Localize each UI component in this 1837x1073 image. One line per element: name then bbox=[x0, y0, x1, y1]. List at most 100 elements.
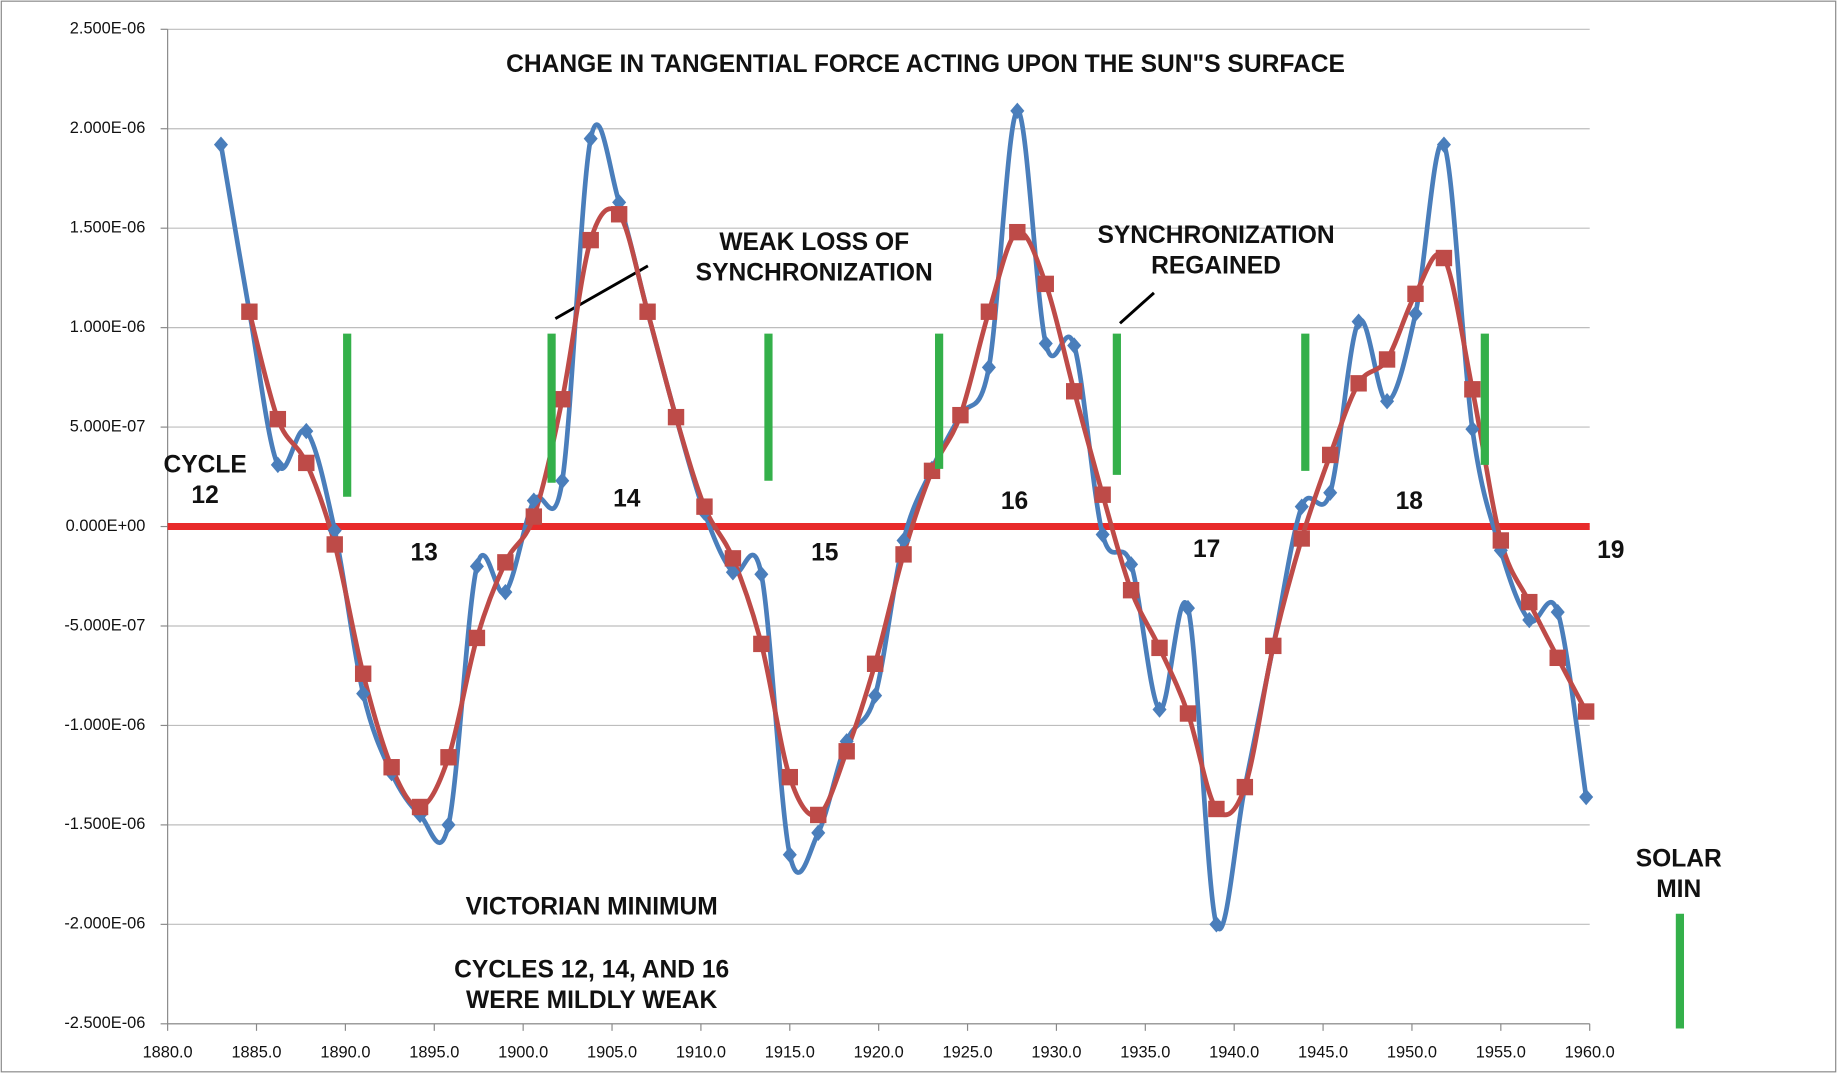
square-marker bbox=[838, 743, 855, 760]
diamond-marker bbox=[1209, 916, 1224, 933]
y-tick-label: -2.500E-06 bbox=[64, 1014, 145, 1032]
diamond-marker bbox=[469, 558, 484, 575]
annotation: 12 bbox=[191, 482, 218, 509]
annotation: 13 bbox=[410, 540, 437, 567]
diamond-marker bbox=[270, 456, 285, 474]
x-tick-label: 1960.0 bbox=[1565, 1043, 1615, 1061]
square-marker bbox=[1179, 705, 1197, 722]
y-tick-label: 1.500E-06 bbox=[70, 219, 146, 237]
diamond-marker bbox=[356, 685, 371, 702]
annotation: SOLAR bbox=[1636, 845, 1722, 872]
square-marker bbox=[241, 303, 258, 320]
square-marker bbox=[980, 303, 998, 320]
square-marker bbox=[554, 391, 571, 408]
square-marker bbox=[1464, 381, 1481, 398]
annotation: SYNCHRONIZATION bbox=[1097, 222, 1334, 249]
square-marker bbox=[696, 498, 713, 515]
square-marker bbox=[1435, 249, 1453, 267]
x-tick-label: 1900.0 bbox=[498, 1043, 548, 1061]
annotation-pointer bbox=[554, 264, 649, 320]
square-marker bbox=[326, 536, 343, 553]
x-tick-label: 1935.0 bbox=[1120, 1043, 1170, 1061]
diamond-marker bbox=[725, 564, 740, 581]
square-marker bbox=[1492, 532, 1510, 549]
square-marker bbox=[1009, 223, 1026, 241]
square-marker bbox=[639, 303, 656, 320]
x-tick-label: 1955.0 bbox=[1476, 1043, 1526, 1061]
square-marker bbox=[411, 798, 429, 816]
annotation: MIN bbox=[1656, 876, 1701, 903]
annotation: 17 bbox=[1193, 536, 1220, 563]
square-marker bbox=[1066, 383, 1083, 400]
diamond-marker bbox=[526, 492, 541, 509]
annotation: WEAK LOSS OF bbox=[719, 229, 909, 256]
diamond-marker bbox=[1465, 420, 1480, 438]
x-tick-label: 1930.0 bbox=[1031, 1043, 1081, 1061]
annotation-pointer bbox=[1119, 291, 1155, 325]
x-tick-label: 1895.0 bbox=[409, 1043, 459, 1061]
diamond-marker bbox=[1579, 788, 1594, 806]
annotation: WERE MILDLY WEAK bbox=[466, 987, 718, 1014]
square-marker bbox=[440, 749, 457, 766]
diamond-marker bbox=[782, 846, 797, 863]
y-tick-label: -5.000E-07 bbox=[64, 616, 145, 634]
square-marker bbox=[1549, 649, 1566, 667]
square-marker bbox=[497, 554, 514, 571]
square-marker bbox=[610, 206, 628, 223]
diamond-marker bbox=[1550, 603, 1565, 621]
square-marker bbox=[1037, 275, 1054, 293]
y-tick-label: -1.000E-06 bbox=[64, 716, 145, 734]
square-marker bbox=[1151, 639, 1168, 657]
annotation: 18 bbox=[1396, 488, 1423, 515]
diamond-marker bbox=[1152, 701, 1167, 718]
y-tick-label: -1.500E-06 bbox=[64, 815, 145, 833]
square-marker bbox=[810, 806, 827, 824]
square-marker bbox=[269, 410, 287, 428]
x-tick-label: 1920.0 bbox=[854, 1043, 904, 1061]
diamond-marker bbox=[441, 816, 456, 834]
square-marker bbox=[525, 508, 543, 525]
y-tick-label: 2.000E-06 bbox=[70, 119, 146, 137]
diamond-marker bbox=[1522, 611, 1537, 629]
square-marker bbox=[354, 665, 372, 682]
square-marker bbox=[1321, 446, 1339, 464]
x-tick-label: 1890.0 bbox=[320, 1043, 370, 1061]
square-marker bbox=[383, 759, 400, 776]
annotation: VICTORIAN MINIMUM bbox=[466, 893, 718, 920]
diamond-marker bbox=[1010, 102, 1025, 120]
square-marker bbox=[1236, 778, 1254, 796]
square-marker bbox=[1577, 703, 1595, 720]
diamond-marker bbox=[868, 687, 883, 704]
square-marker bbox=[895, 546, 912, 563]
diamond-marker bbox=[583, 130, 598, 147]
annotation: 19 bbox=[1597, 537, 1624, 564]
diamond-marker bbox=[1095, 526, 1110, 543]
diamond-marker bbox=[213, 136, 228, 153]
diamond-marker bbox=[1408, 305, 1423, 322]
diamond-marker bbox=[1436, 136, 1451, 153]
x-tick-label: 1950.0 bbox=[1387, 1043, 1437, 1061]
square-marker bbox=[1265, 637, 1282, 655]
square-marker bbox=[753, 635, 770, 653]
square-marker bbox=[1521, 593, 1538, 611]
square-marker bbox=[298, 454, 315, 472]
y-tick-label: 2.500E-06 bbox=[70, 20, 146, 38]
square-marker bbox=[1407, 285, 1424, 303]
y-tick-label: 5.000E-07 bbox=[70, 417, 146, 435]
square-marker bbox=[1293, 530, 1310, 547]
annotation: SYNCHRONIZATION bbox=[696, 260, 933, 287]
square-marker bbox=[866, 655, 884, 672]
diamond-marker bbox=[555, 472, 570, 489]
y-tick-label: 0.000E+00 bbox=[66, 517, 146, 535]
square-marker bbox=[468, 629, 486, 647]
square-marker bbox=[667, 408, 685, 426]
annotation: 14 bbox=[613, 486, 641, 513]
diamond-marker bbox=[896, 532, 911, 549]
y-tick-label: -2.000E-06 bbox=[64, 915, 145, 933]
square-marker bbox=[1094, 486, 1111, 503]
diamond-marker bbox=[1323, 484, 1338, 501]
diamond-marker bbox=[1038, 335, 1053, 352]
